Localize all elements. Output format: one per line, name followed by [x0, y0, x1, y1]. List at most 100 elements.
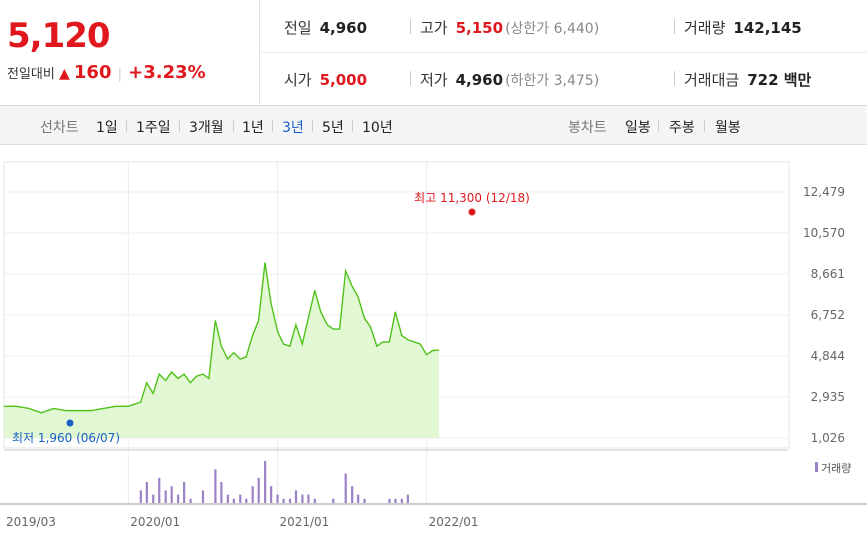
change-divider: | [117, 67, 123, 82]
change-percent: +3.23% [128, 62, 206, 83]
volume-bar-27 [239, 494, 242, 503]
prev-close-value: 4,960 [319, 19, 368, 37]
volume: 거래량 142,145 [684, 17, 802, 38]
tab-1d[interactable]: 1일 [96, 120, 118, 136]
volume-bar-14 [158, 477, 161, 503]
low-price: 저가 4,960 (하한가 3,475) [420, 69, 599, 90]
volume-bar-11 [139, 490, 142, 503]
tab-divider [126, 120, 127, 132]
tab-divider [272, 120, 273, 132]
change-label: 전일대비 [7, 67, 55, 82]
volume-bar-53 [400, 498, 403, 503]
tab-3m[interactable]: 3개월 [189, 120, 224, 136]
high-label: 고가 [420, 19, 448, 37]
quote-row-1: 전일 4,960 고가 5,150 (상한가 6,440) 거래량 142,145 [260, 0, 867, 53]
tab-10y[interactable]: 10년 [362, 120, 393, 136]
amount-label: 거래대금 [684, 71, 740, 89]
volume-bar-39 [313, 498, 316, 503]
candle-chart-label: 봉차트 [568, 120, 607, 136]
tab-divider [704, 120, 705, 132]
volume-bar-46 [357, 494, 360, 503]
volume-bar-18 [183, 482, 186, 503]
volume-bar-45 [351, 486, 354, 503]
tab-divider [352, 120, 353, 132]
divider [410, 19, 411, 34]
min-label: 최저 1,960 (06/07) [12, 431, 120, 445]
up-arrow-icon: ▲ [58, 66, 70, 82]
volume-bar-42 [332, 498, 335, 503]
chart-period-tabs: 선차트 1일 1주일 3개월 1년 3년 5년 10년 봉차트 일봉 주봉 월봉 [0, 106, 867, 145]
y-tick-label-2: 8,661 [811, 267, 845, 281]
tab-monthly[interactable]: 월봉 [715, 120, 741, 136]
y-tick-label-4: 4,844 [811, 349, 845, 363]
tab-3y[interactable]: 3년 [282, 120, 304, 136]
y-tick-label-1: 10,570 [803, 226, 845, 240]
x-tick-label-1: 2020/01 [130, 515, 180, 529]
volume-bar-51 [388, 498, 391, 503]
tab-weekly[interactable]: 주봉 [669, 120, 695, 136]
volume-bar-36 [294, 490, 298, 503]
volume-bar-32 [270, 486, 273, 503]
volume-bar-28 [245, 498, 248, 503]
max-marker [468, 208, 476, 216]
volume-bar-12 [145, 482, 148, 503]
tab-divider [233, 120, 234, 132]
max-label: 최고 11,300 (12/18) [414, 191, 530, 205]
tab-5y[interactable]: 5년 [322, 120, 344, 136]
quote-row-2: 시가 5,000 저가 4,960 (하한가 3,475) 거래대금 722 백만 [260, 52, 867, 104]
price-area [4, 262, 440, 438]
change-value: 160 [73, 62, 112, 83]
volume-bar-44 [344, 473, 347, 503]
tab-1y[interactable]: 1년 [242, 120, 264, 136]
open-value: 5,000 [319, 71, 368, 89]
y-tick-label-0: 12,479 [803, 185, 845, 199]
x-tick-label-0: 2019/03 [6, 515, 56, 529]
volume-legend-swatch [815, 462, 818, 472]
price-box: 5,120 전일대비 ▲ 160 | +3.23% [0, 0, 260, 104]
volume-bar-23 [214, 469, 217, 503]
volume-bar-54 [406, 494, 409, 503]
min-marker [66, 419, 74, 427]
tab-1w[interactable]: 1주일 [136, 120, 171, 136]
line-chart-label: 선차트 [40, 120, 79, 136]
prev-close-label: 전일 [284, 19, 312, 37]
y-tick-label-3: 6,752 [811, 308, 845, 322]
volume-bar-17 [177, 494, 180, 503]
low-value: 4,960 [455, 71, 504, 89]
tab-divider [658, 120, 659, 132]
x-tick-label-2: 2021/01 [279, 515, 329, 529]
y-tick-label-6: 1,026 [811, 431, 845, 445]
volume-value: 142,145 [733, 19, 802, 37]
current-price: 5,120 [7, 16, 111, 56]
volume-legend-label: 거래량 [821, 462, 851, 475]
volume-bar-31 [264, 461, 267, 503]
y-tick-label-5: 2,935 [811, 390, 845, 404]
trade-amount: 거래대금 722 백만 [684, 69, 811, 90]
volume-bar-47 [363, 498, 366, 503]
volume-bar-16 [170, 486, 173, 503]
change-row: 전일대비 ▲ 160 | +3.23% [7, 62, 206, 83]
plot-frame [3, 161, 790, 449]
volume-bar-38 [307, 494, 310, 503]
tab-divider [312, 120, 313, 132]
open-price: 시가 5,000 [284, 69, 367, 90]
lower-limit: (하한가 3,475) [505, 73, 600, 89]
open-label: 시가 [284, 71, 312, 89]
high-value: 5,150 [455, 19, 504, 37]
volume-bar-34 [282, 498, 285, 503]
quote-panel: 5,120 전일대비 ▲ 160 | +3.23% 전일 4,960 고가 5,15… [0, 0, 867, 106]
amount-value: 722 백만 [747, 71, 812, 89]
volume-bar-15 [164, 490, 167, 503]
volume-bar-30 [257, 477, 260, 503]
volume-bar-52 [394, 498, 397, 503]
low-label: 저가 [420, 71, 448, 89]
volume-label: 거래량 [684, 19, 726, 37]
volume-bar-24 [220, 482, 223, 503]
tab-daily[interactable]: 일봉 [625, 120, 651, 136]
volume-bar-13 [152, 494, 155, 503]
divider [410, 71, 411, 86]
volume-bar-26 [232, 498, 235, 503]
price-line [4, 262, 440, 414]
volume-bar-33 [276, 494, 279, 503]
